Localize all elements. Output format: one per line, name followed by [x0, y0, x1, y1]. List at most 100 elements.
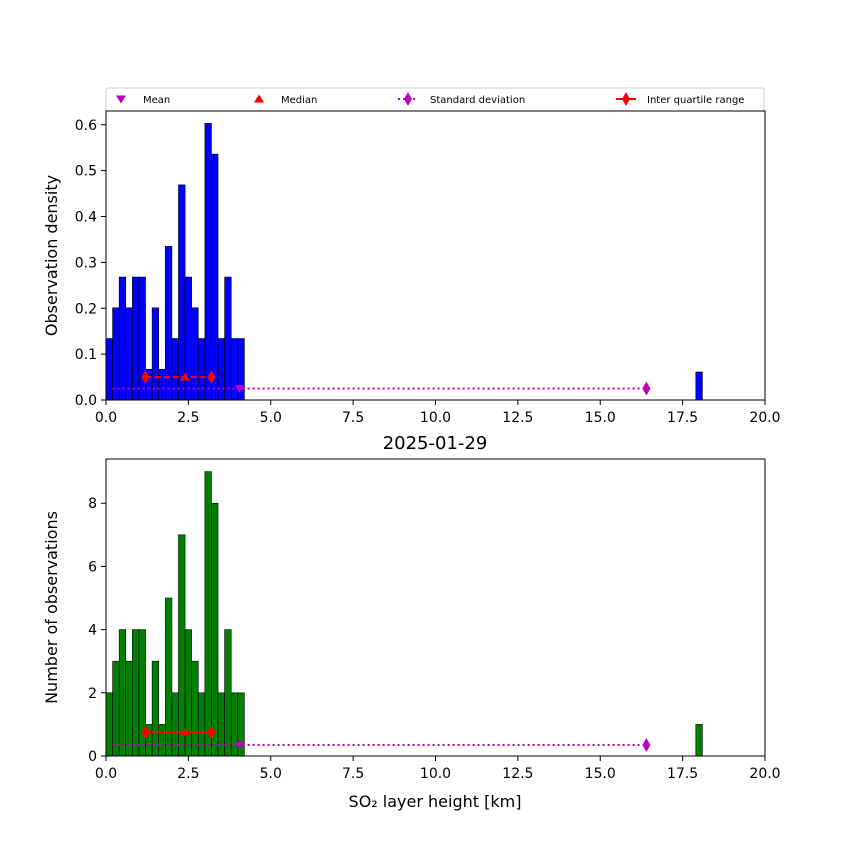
- x-tick-label: 5.0: [260, 766, 282, 782]
- median-marker: [180, 727, 191, 736]
- std-marker: [642, 737, 651, 752]
- bottom-panel-title: 2025-01-29: [383, 433, 488, 454]
- y-tick-label: 0.3: [75, 255, 97, 271]
- histogram-bar: [112, 307, 120, 401]
- legend-mean-marker: [116, 95, 126, 104]
- x-tick-label: 17.5: [667, 766, 698, 782]
- histogram-bar: [125, 660, 133, 757]
- bottom-x-ticks: 0.0 2.5 5.0 7.5 10.0 12.5 15.0 17.5 20.0: [95, 756, 781, 782]
- x-tick-label: 7.5: [342, 410, 364, 426]
- y-tick-label: 0.1: [75, 347, 97, 363]
- y-tick-label: 0: [88, 749, 97, 765]
- legend-std-label: Standard deviation: [430, 95, 525, 106]
- histogram-bar: [197, 692, 206, 757]
- histogram-bar: [151, 307, 160, 401]
- bottom-histogram-panel: 2025-01-29 0.0 2.5 5.0 7.5 10.0 12.5 15.0 17.5 2…: [42, 433, 781, 811]
- iqr-marker: [207, 370, 216, 385]
- y-tick-label: 6: [88, 559, 97, 575]
- histogram-bar: [204, 123, 212, 401]
- histogram-bar: [125, 307, 133, 401]
- x-tick-label: 15.0: [585, 410, 616, 426]
- histogram-bar: [217, 692, 225, 757]
- bottom-bars: [105, 471, 703, 757]
- x-tick-label: 5.0: [260, 410, 282, 426]
- top-y-axis-label: Observation density: [42, 175, 61, 336]
- histogram-bar: [224, 276, 232, 401]
- histogram-bar: [132, 276, 140, 401]
- histogram-bar: [105, 338, 113, 401]
- histogram-bar: [211, 502, 219, 757]
- iqr-marker: [141, 370, 150, 385]
- histogram-bar: [197, 338, 206, 401]
- histogram-bar: [211, 153, 219, 401]
- legend-median-marker: [254, 94, 264, 103]
- y-tick-label: 0.0: [75, 393, 97, 409]
- x-tick-label: 12.5: [502, 410, 533, 426]
- bottom-x-axis-label: SO₂ layer height [km]: [349, 792, 522, 811]
- y-tick-label: 2: [88, 686, 97, 702]
- top-stats: [112, 370, 651, 396]
- histogram-bar: [184, 276, 192, 401]
- histogram-bar: [217, 338, 225, 401]
- x-tick-label: 10.0: [420, 766, 451, 782]
- y-tick-label: 4: [88, 623, 97, 639]
- histogram-bar: [112, 660, 120, 757]
- top-bars: [105, 123, 703, 401]
- histogram-bar: [158, 368, 166, 401]
- top-y-ticks: 0.0 0.1 0.2 0.3 0.4 0.5 0.6: [75, 118, 106, 409]
- mean-marker: [234, 385, 245, 394]
- histogram-bar: [695, 371, 703, 401]
- histogram-bar: [178, 184, 186, 401]
- histogram-bar: [191, 660, 199, 757]
- legend-iqr-label: Inter quartile range: [647, 95, 744, 106]
- histogram-bar: [184, 629, 192, 757]
- x-tick-label: 10.0: [420, 410, 451, 426]
- legend-mean-label: Mean: [143, 95, 170, 106]
- x-tick-label: 7.5: [342, 766, 364, 782]
- x-tick-label: 2.5: [177, 410, 199, 426]
- iqr-marker: [207, 725, 216, 740]
- bottom-y-axis-label: Number of observations: [42, 511, 61, 704]
- histogram-bar: [230, 692, 239, 757]
- x-tick-label: 0.0: [95, 410, 117, 426]
- x-tick-label: 20.0: [749, 766, 780, 782]
- histogram-bar: [171, 692, 179, 757]
- legend: Mean Median Standard deviation Inter qua…: [105, 87, 765, 112]
- histogram-bar: [105, 692, 113, 757]
- histogram-bar: [118, 276, 127, 401]
- histogram-bar: [224, 629, 232, 757]
- histogram-bar: [118, 629, 127, 757]
- top-x-ticks: 0.0 2.5 5.0 7.5 10.0 12.5 15.0 17.5 20.0: [95, 400, 781, 426]
- legend-iqr-marker: [622, 92, 630, 106]
- histogram-bar: [178, 534, 186, 757]
- median-marker: [180, 372, 191, 381]
- histogram-bar: [204, 471, 212, 757]
- y-tick-label: 0.2: [75, 301, 97, 317]
- top-histogram-panel: 0.0 2.5 5.0 7.5 10.0 12.5 15.0 17.5 20.0 0.00.10…: [42, 110, 781, 426]
- histogram-bar: [151, 660, 160, 757]
- histogram-bar: [132, 629, 140, 757]
- x-tick-label: 12.5: [502, 766, 533, 782]
- bottom-stats: [112, 725, 651, 752]
- y-tick-label: 0.4: [75, 210, 97, 226]
- histogram-bar: [158, 724, 166, 757]
- y-tick-label: 8: [88, 496, 97, 512]
- histogram-bar: [695, 724, 703, 757]
- x-tick-label: 15.0: [585, 766, 616, 782]
- histogram-bar: [191, 307, 199, 401]
- mean-marker: [234, 741, 245, 750]
- iqr-marker: [141, 725, 150, 740]
- y-tick-label: 0.6: [75, 118, 97, 134]
- y-tick-label: 0.5: [75, 164, 97, 180]
- x-tick-label: 0.0: [95, 766, 117, 782]
- histogram-bar: [230, 338, 239, 401]
- x-tick-label: 2.5: [177, 766, 199, 782]
- x-tick-label: 20.0: [749, 410, 780, 426]
- bottom-y-ticks: 0 2 4 6 8: [88, 496, 106, 765]
- histogram-bar: [171, 338, 179, 401]
- legend-median-label: Median: [281, 95, 317, 106]
- std-marker: [642, 381, 651, 396]
- x-tick-label: 17.5: [667, 410, 698, 426]
- legend-std-marker: [404, 92, 412, 106]
